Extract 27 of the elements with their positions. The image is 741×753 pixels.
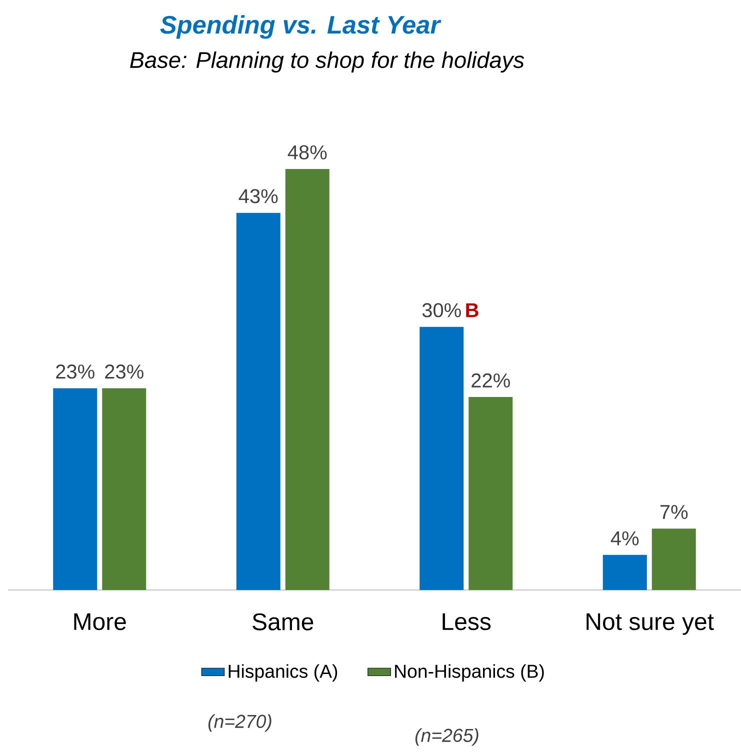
legend-label: Hispanics (A): [228, 664, 338, 682]
bar: [602, 554, 647, 590]
chart-title: Spending vs. Last Year: [160, 15, 442, 39]
x-tick-label: Same: [252, 613, 314, 630]
bar: [236, 212, 280, 590]
annotation: B: [466, 303, 478, 318]
bar: [468, 397, 513, 590]
data-label: 4%: [610, 531, 639, 546]
bar: [102, 388, 146, 590]
text: (n=270): [208, 714, 272, 732]
data-label: 48%: [288, 145, 327, 160]
data-label: 7%: [660, 505, 688, 520]
bar: [285, 169, 330, 590]
data-label: 43%: [238, 189, 278, 204]
chart-subtitle: Base: Planning to shop for the holidays: [130, 51, 524, 73]
bar: [420, 326, 464, 590]
data-label: 30%: [422, 303, 461, 318]
x-tick-label: Not sure yet: [586, 613, 714, 635]
bar: [53, 388, 98, 590]
legend-label: Non-Hispanics (B): [395, 664, 544, 682]
x-tick-label: Less: [442, 613, 491, 630]
bar: [652, 528, 696, 590]
data-label: 23%: [56, 364, 94, 379]
data-label: 23%: [105, 364, 144, 379]
x-tick-label: More: [74, 613, 126, 630]
data-label: 22%: [472, 373, 510, 388]
text: (n=265): [415, 728, 478, 746]
